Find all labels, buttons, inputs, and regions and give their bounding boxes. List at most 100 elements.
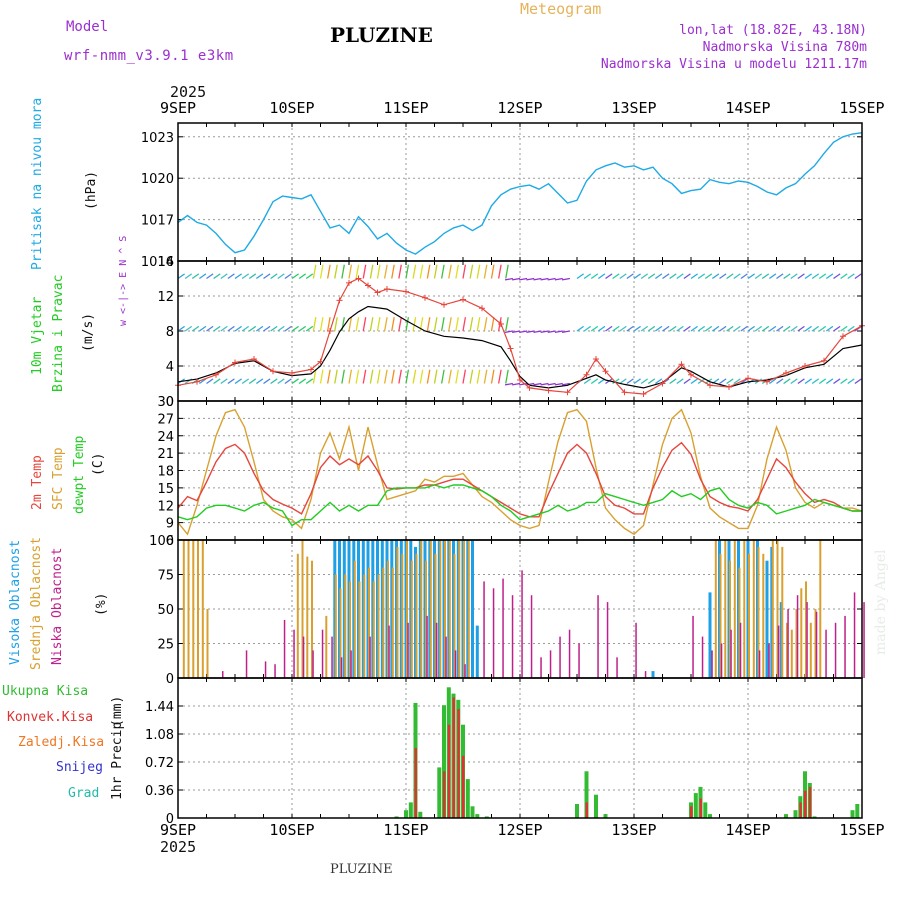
conv-precip-bar — [443, 771, 446, 818]
wind-arrow — [783, 325, 791, 332]
wind-arrow — [476, 317, 481, 332]
wind-arrow — [263, 273, 271, 280]
wind-arrow — [662, 273, 670, 280]
wind-arrow — [576, 325, 584, 332]
wind-arrow — [797, 325, 805, 332]
y-tick-label: 0.72 — [145, 756, 174, 771]
wind-arrow — [826, 378, 834, 385]
wind-arrow — [669, 378, 677, 385]
wind-arrow — [405, 369, 410, 384]
total-precip-bar — [594, 794, 598, 818]
high-cloud-bar — [651, 671, 655, 678]
wind-arrow — [355, 264, 360, 279]
mid-cloud-bar — [344, 574, 347, 678]
wind-arrow — [619, 273, 627, 280]
wind-arrow — [769, 378, 777, 385]
wind-arrow — [497, 264, 502, 279]
mid-cloud-bar — [752, 540, 755, 678]
total-precip-bar — [470, 806, 475, 818]
conv-precip-bar — [699, 798, 702, 818]
y-tick-label: 0 — [166, 395, 174, 410]
wind-arrow — [576, 273, 584, 280]
wind-arrow — [256, 325, 264, 332]
temp-2m-line — [177, 441, 862, 518]
station-elevation: Nadmorska Visina 780m — [702, 40, 867, 55]
mid-cloud-bar — [733, 540, 736, 678]
low-cloud-bar — [464, 664, 466, 678]
mid-cloud-bar — [786, 622, 788, 678]
y-tick-label: 21 — [157, 447, 174, 462]
mid-cloud-bar — [391, 567, 394, 678]
low-cloud-bar — [834, 622, 837, 678]
wind-arrow — [540, 277, 549, 281]
gust-marker — [564, 389, 571, 396]
low-cloud-bar — [758, 650, 761, 678]
wind-arrow — [234, 325, 242, 332]
gust-marker — [707, 382, 713, 389]
model-elevation: Nadmorska Visina u modelu 1211.17m — [600, 57, 867, 72]
mid-cloud-bar — [429, 540, 432, 678]
y-tick-label: 6 — [166, 534, 174, 549]
wind-arrow — [533, 277, 542, 281]
low-cloud-bar — [350, 650, 352, 678]
wind-arrow — [547, 382, 556, 386]
wind-arrow — [704, 325, 713, 332]
wind-arrow — [690, 325, 698, 332]
mid-cloud-bar — [809, 622, 812, 678]
wind-arrow — [662, 325, 670, 332]
wind-arrow — [626, 325, 634, 332]
conv-precip-bar — [799, 802, 802, 818]
mid-cloud-bar — [439, 540, 442, 678]
wind-arrow — [504, 330, 513, 334]
x-tick-label-bottom: 13SEP — [611, 821, 656, 839]
wind-arrow — [519, 277, 528, 281]
wind-arrow — [462, 369, 467, 384]
wind-arrow — [540, 330, 549, 334]
sfc-temp-line — [177, 408, 863, 536]
low-cloud-bar — [568, 629, 571, 678]
y-tick-label: 9 — [166, 517, 174, 532]
wind-arrow — [291, 273, 299, 280]
wind-arrow — [590, 378, 599, 385]
mid-cloud-bar — [724, 540, 727, 678]
mid-cloud-bar — [353, 560, 356, 678]
wind-arrow — [683, 378, 691, 385]
gust-marker — [659, 380, 666, 387]
wind-arrow — [854, 273, 862, 280]
low-cloud-bar — [853, 592, 856, 678]
conv-precip-bar — [690, 806, 693, 818]
wind-arrow — [341, 369, 345, 384]
gust-marker — [327, 328, 333, 334]
y-tick-label: 25 — [157, 638, 174, 653]
wind-arrow — [270, 378, 278, 385]
mid-cloud-bar — [339, 588, 342, 678]
mid-cloud-bar — [382, 567, 385, 678]
gust-marker — [821, 357, 827, 364]
total-precip-bar — [404, 810, 408, 818]
wind-arrow — [383, 264, 388, 279]
gust-marker — [783, 370, 789, 376]
mid-cloud-bar — [448, 540, 451, 678]
wind-arrow — [655, 325, 663, 332]
gust-marker — [460, 296, 466, 303]
mid-cloud-bar — [795, 609, 798, 678]
mid-cloud-bar — [406, 540, 408, 678]
wind-arrow — [697, 273, 706, 280]
wind-arrow — [426, 317, 431, 332]
mid-cloud-bar — [363, 574, 366, 678]
mid-cloud-bar — [748, 553, 750, 678]
wind-arrow — [526, 277, 535, 281]
wind-arrow — [490, 317, 495, 332]
total-precip-bar — [603, 814, 608, 818]
y-tick-label: 8 — [166, 325, 174, 340]
wind-arrow — [554, 330, 563, 334]
mid-cloud-bar — [349, 581, 351, 678]
x-tick-label-bottom: 15SEP — [839, 821, 884, 839]
gust-marker — [726, 384, 732, 390]
low-cloud-bar — [331, 636, 333, 678]
mid-cloud-bar — [425, 560, 427, 678]
low-cloud-bar — [720, 643, 723, 678]
wind-arrow — [256, 378, 264, 385]
wind-arrow — [754, 325, 763, 332]
